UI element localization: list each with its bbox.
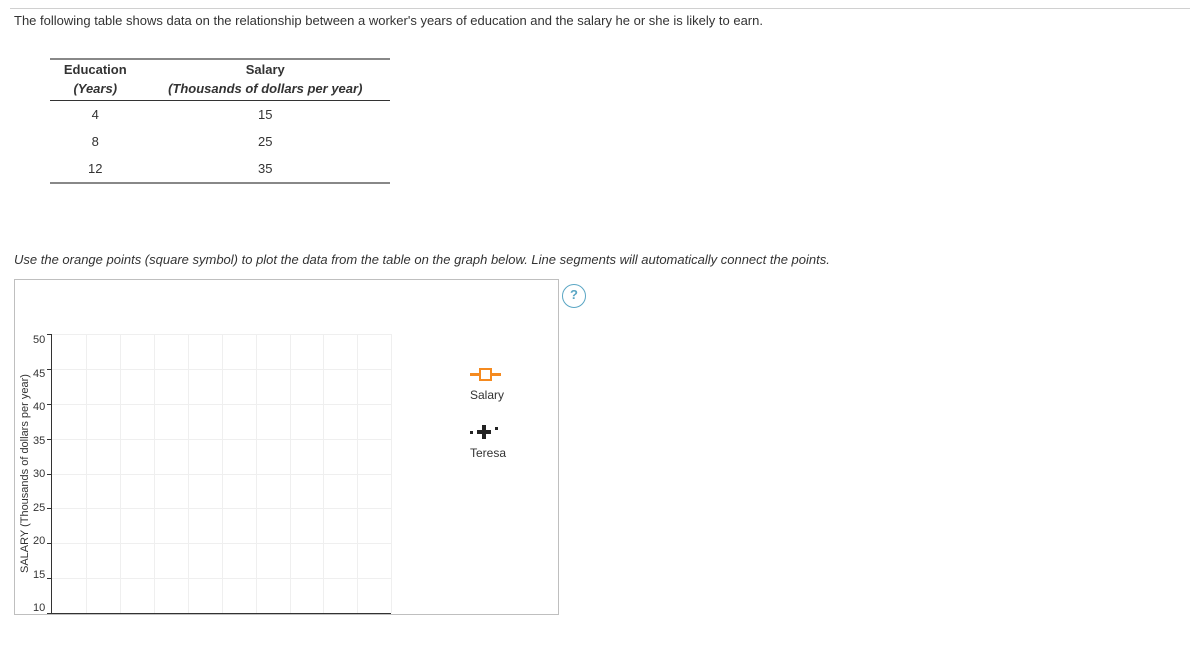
plus-dot-icon [495,427,498,430]
graph-panel: ? SALARY (Thousands of dollars per year)… [14,279,559,615]
ytick: 15 [33,569,45,581]
ytick: 40 [33,401,45,413]
ytick: 50 [33,334,45,346]
plot-area[interactable] [51,334,391,614]
square-marker-dash [492,373,501,376]
table-row: 8 25 [50,128,390,155]
ytick: 45 [33,368,45,380]
cell-sal: 25 [141,128,391,155]
ytick: 25 [33,502,45,514]
square-marker-icon [479,368,492,381]
col-salary-header: Salary [141,59,391,79]
legend-item-salary[interactable]: Salary [470,366,506,402]
square-marker-dash [470,373,479,376]
col-salary-sub: (Thousands of dollars per year) [141,79,391,101]
table-row: 4 15 [50,101,390,129]
cell-edu: 8 [50,128,141,155]
plus-dot-icon [470,431,473,434]
ytick: 30 [33,468,45,480]
chart-legend: Salary Teresa [470,366,506,482]
education-salary-table: Education Salary (Years) (Thousands of d… [50,58,390,184]
cell-edu: 12 [50,155,141,183]
legend-label: Salary [470,388,506,402]
col-education-header: Education [50,59,141,79]
col-education-sub: (Years) [50,79,141,101]
plus-marker-icon [477,425,491,439]
legend-label: Teresa [470,446,506,460]
ytick: 35 [33,435,45,447]
ytick: 20 [33,535,45,547]
y-axis-label: SALARY (Thousands of dollars per year) [19,334,31,614]
cell-sal: 15 [141,101,391,129]
help-button[interactable]: ? [562,284,586,308]
legend-item-teresa[interactable]: Teresa [470,424,506,460]
instruction-text: Use the orange points (square symbol) to… [14,252,1190,267]
intro-text: The following table shows data on the re… [14,13,1190,28]
cell-edu: 4 [50,101,141,129]
cell-sal: 35 [141,155,391,183]
table-row: 12 35 [50,155,390,183]
ytick: 10 [33,602,45,614]
